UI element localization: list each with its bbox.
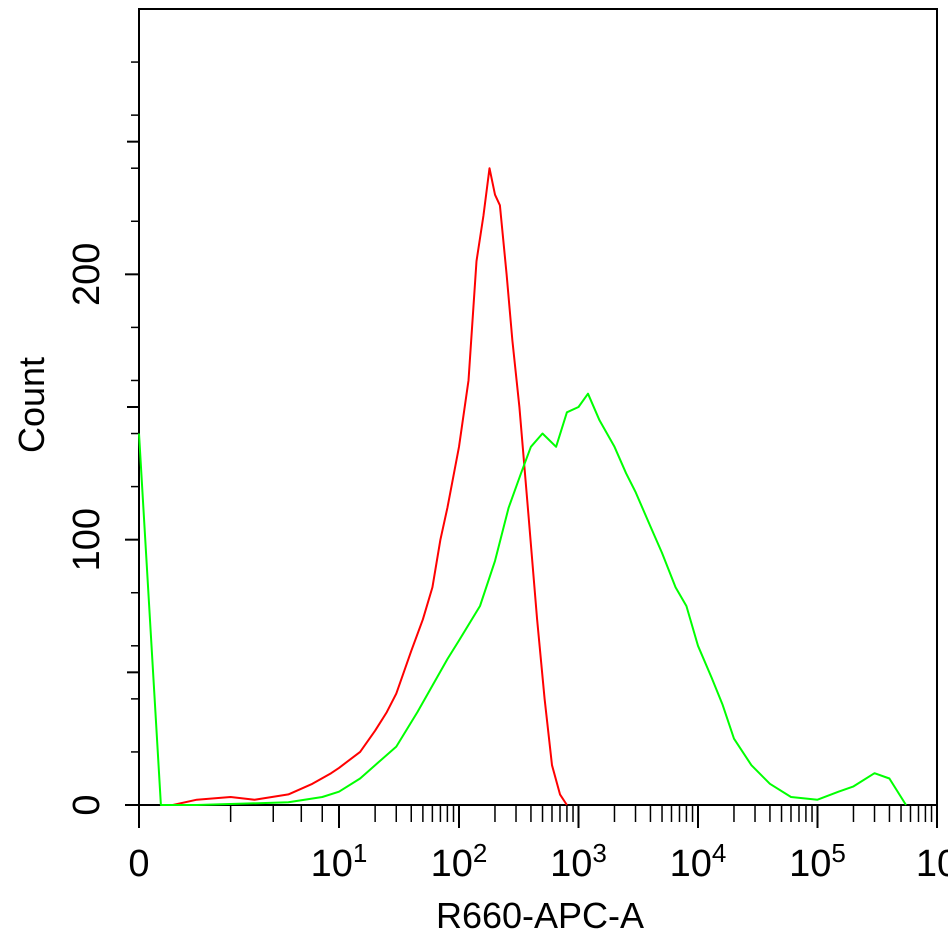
- x-tick-label: 0: [128, 843, 149, 885]
- x-tick-label: 10: [916, 843, 948, 885]
- series-line-1: [172, 167, 568, 806]
- x-tick-label: 103: [550, 838, 607, 885]
- series-line-2: [138, 392, 907, 806]
- x-axis: 0 101 102 103 104 105 10: [128, 805, 948, 885]
- x-tick-label: 101: [311, 838, 368, 885]
- y-axis-title: Count: [11, 357, 52, 453]
- x-tick-label: 105: [789, 838, 846, 885]
- y-tick-label: 100: [66, 508, 108, 571]
- x-tick-label: 104: [670, 838, 727, 885]
- x-tick-label: 102: [431, 838, 488, 885]
- y-axis: 0 100 200: [66, 61, 139, 816]
- x-axis-title: R660-APC-A: [436, 895, 644, 936]
- series-layer: [138, 167, 907, 806]
- y-tick-label: 0: [66, 794, 108, 815]
- y-tick-label: 200: [66, 243, 108, 306]
- plot-frame: [138, 8, 938, 806]
